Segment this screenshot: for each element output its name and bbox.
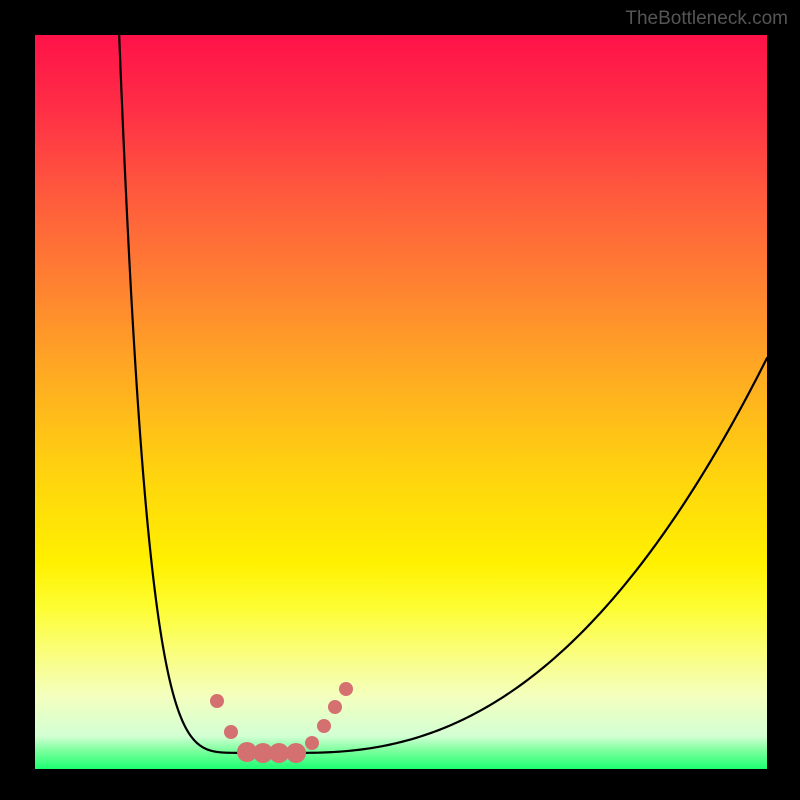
data-marker: [305, 736, 319, 750]
data-marker: [224, 725, 238, 739]
data-marker: [328, 700, 342, 714]
data-marker: [286, 743, 306, 763]
data-marker: [339, 682, 353, 696]
watermark: TheBottleneck.com: [625, 8, 788, 30]
bottleneck-curve: [35, 35, 767, 769]
data-marker: [210, 694, 224, 708]
chart-plot-area: [35, 35, 767, 769]
data-marker: [317, 719, 331, 733]
